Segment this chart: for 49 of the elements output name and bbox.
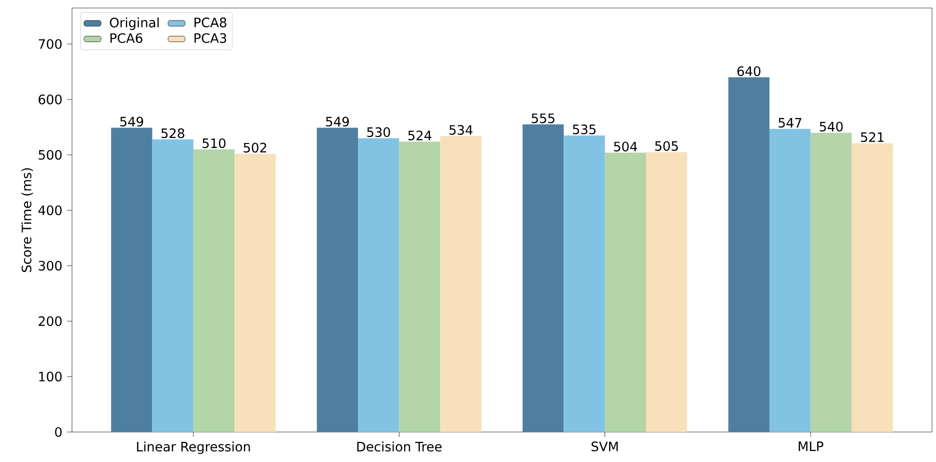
bar xyxy=(193,149,235,432)
x-tick-label: SVM xyxy=(592,442,618,452)
data-label: 534 xyxy=(449,125,472,135)
data-label: 505 xyxy=(655,141,678,151)
bar xyxy=(234,154,276,432)
data-label: 521 xyxy=(860,132,884,142)
data-label: 535 xyxy=(572,124,596,134)
data-label: 540 xyxy=(820,122,843,132)
data-label: 640 xyxy=(737,66,760,76)
y-tick-label: 700 xyxy=(38,39,62,49)
bar xyxy=(564,135,605,432)
bar xyxy=(646,152,688,432)
bar xyxy=(604,152,646,432)
legend-label: PCA6 xyxy=(110,33,142,43)
bar xyxy=(111,128,152,432)
y-tick-label: 100 xyxy=(39,372,62,382)
bar xyxy=(152,139,194,432)
data-label: 547 xyxy=(778,118,802,128)
y-tick-label: 0 xyxy=(55,427,62,437)
y-tick-label: 600 xyxy=(38,94,62,104)
data-label: 502 xyxy=(244,142,266,153)
bar xyxy=(316,128,358,432)
y-tick-label: 400 xyxy=(38,205,62,216)
bar xyxy=(522,124,564,432)
y-tick-label: 200 xyxy=(38,316,62,326)
y-tick-label: 500 xyxy=(38,150,62,160)
data-label: 510 xyxy=(202,138,226,148)
x-tick-label: Linear Regression xyxy=(137,442,250,454)
bar xyxy=(810,132,852,432)
bar xyxy=(769,128,811,432)
x-tick-label: MLP xyxy=(798,442,824,451)
legend-label: PCA3 xyxy=(194,33,226,43)
bar xyxy=(440,136,482,432)
data-label: 555 xyxy=(532,114,554,124)
data-label: 504 xyxy=(614,142,638,152)
bar xyxy=(358,138,400,432)
data-label: 549 xyxy=(120,116,144,127)
bar xyxy=(852,143,893,432)
y-axis-title: Score Time (ms) xyxy=(21,168,33,272)
legend-label: Original xyxy=(110,17,159,30)
bar xyxy=(728,77,770,432)
x-tick-label: Decision Tree xyxy=(357,442,442,452)
y-tick-label: 300 xyxy=(38,260,62,271)
data-label: 528 xyxy=(161,128,184,138)
data-label: 549 xyxy=(326,116,349,127)
data-label: 524 xyxy=(408,130,432,140)
legend-label: PCA8 xyxy=(194,18,226,28)
bar xyxy=(399,142,440,432)
data-label: 530 xyxy=(367,127,390,138)
